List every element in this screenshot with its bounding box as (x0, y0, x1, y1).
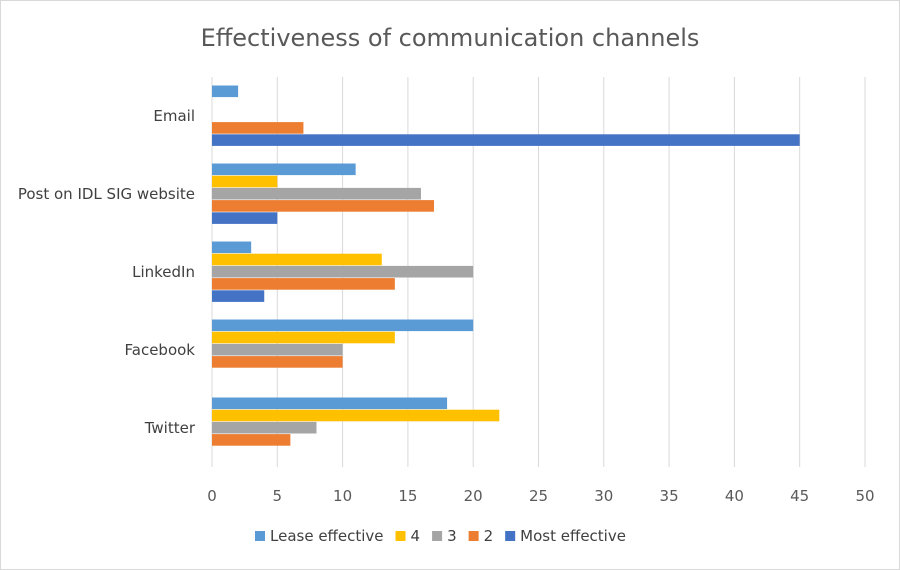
legend-label: 3 (447, 527, 457, 545)
x-tick-label: 30 (594, 487, 613, 505)
bar (212, 421, 317, 434)
bar (212, 253, 382, 266)
legend: Lease effective 4 3 2 Most effective (255, 527, 626, 545)
x-tick-label: 5 (273, 487, 283, 505)
bar (212, 241, 252, 254)
x-tick-label: 10 (333, 487, 352, 505)
legend-swatch (468, 531, 479, 541)
legend-label: 4 (411, 527, 421, 545)
legend-swatch (432, 531, 443, 541)
bar (212, 397, 448, 410)
bar (212, 343, 343, 356)
bars (212, 85, 800, 446)
x-tick-label: 35 (660, 487, 679, 505)
category-label: Twitter (144, 419, 196, 437)
bar (212, 122, 304, 134)
bar (212, 212, 278, 224)
category-label: LinkedIn (132, 263, 195, 281)
legend-label: 2 (484, 527, 494, 545)
chart-title: Effectiveness of communication channels (201, 24, 700, 52)
legend-label: Most effective (520, 527, 626, 545)
bar (212, 409, 500, 422)
bar (212, 356, 343, 368)
category-labels: Email Post on IDL SIG website LinkedIn Face… (18, 107, 196, 437)
legend-swatch (505, 531, 516, 541)
bar (212, 85, 239, 98)
category-label: Post on IDL SIG website (18, 185, 195, 203)
bar (212, 278, 395, 290)
x-tick-label: 25 (529, 487, 548, 505)
bar (212, 434, 291, 446)
x-tick-label: 45 (790, 487, 809, 505)
category-label: Facebook (125, 341, 196, 359)
x-tick-label: 20 (464, 487, 483, 505)
x-tick-label: 0 (207, 487, 217, 505)
x-tick-label: 50 (855, 487, 874, 505)
legend-swatch (255, 531, 265, 541)
x-axis-ticks: 0 5 10 15 20 25 30 35 40 45 50 (207, 487, 874, 505)
x-tick-label: 15 (398, 487, 417, 505)
legend-swatch (395, 531, 406, 541)
bar (212, 134, 800, 146)
category-label: Email (153, 107, 195, 125)
bar (212, 200, 435, 212)
bar (212, 265, 474, 278)
bar (212, 290, 265, 302)
bar (212, 175, 278, 188)
x-tick-label: 40 (725, 487, 744, 505)
bar (212, 319, 474, 332)
bar (212, 163, 356, 176)
bar (212, 187, 421, 200)
bar (212, 331, 395, 344)
legend-label: Lease effective (270, 527, 384, 545)
